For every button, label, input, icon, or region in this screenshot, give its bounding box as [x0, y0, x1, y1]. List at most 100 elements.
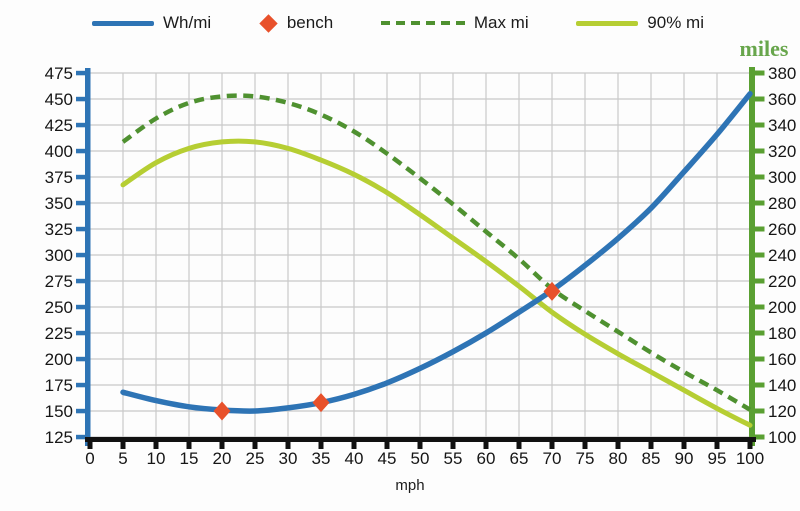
- x-axis-tick: [87, 442, 93, 449]
- left-axis-tick-label: 150: [45, 402, 73, 421]
- legend-label-90pct-mi: 90% mi: [647, 13, 704, 32]
- right-axis-tick: [755, 408, 765, 414]
- legend-label-max-mi: Max mi: [473, 13, 529, 32]
- x-axis-tick-label: 15: [180, 449, 199, 468]
- left-axis-tick: [76, 356, 86, 362]
- x-axis-tick: [483, 442, 489, 449]
- x-axis-tick-label: 55: [444, 449, 463, 468]
- x-axis-title: mph: [395, 477, 425, 494]
- legend-item-wh-mi: Wh/mi: [92, 13, 211, 33]
- x-axis-tick-label: 70: [543, 449, 562, 468]
- x-axis-tick: [417, 442, 423, 449]
- ninety-pct-line-swatch-icon: [576, 20, 639, 26]
- x-axis-tick-label: 90: [675, 449, 694, 468]
- x-axis-tick: [516, 442, 522, 449]
- right-axis-tick: [755, 382, 765, 388]
- x-axis-tick-label: 35: [312, 449, 331, 468]
- left-axis-tick: [76, 408, 86, 414]
- x-axis-tick: [186, 442, 192, 449]
- right-axis-tick-label: 180: [768, 324, 796, 343]
- right-axis-tick-label: 120: [768, 402, 796, 421]
- bench-point: [213, 401, 231, 421]
- right-axis-tick-label: 360: [768, 90, 796, 109]
- left-axis-tick-label: 300: [45, 246, 73, 265]
- left-axis-tick-label: 450: [45, 90, 73, 109]
- left-axis-tick: [76, 252, 86, 258]
- x-axis-tick: [648, 442, 654, 449]
- right-axis-tick-label: 200: [768, 298, 796, 317]
- x-axis-tick: [219, 442, 225, 449]
- right-axis-tick-label: 320: [768, 142, 796, 161]
- legend-item-max-mi: Max mi: [380, 13, 529, 33]
- x-axis-tick: [285, 442, 291, 449]
- right-axis-tick: [755, 330, 765, 336]
- x-axis-tick-label: 50: [411, 449, 430, 468]
- x-axis-line: [85, 437, 756, 442]
- x-axis-tick-label: 60: [477, 449, 496, 468]
- right-axis-tick: [755, 356, 765, 362]
- x-axis-tick: [120, 442, 126, 449]
- x-axis-tick: [252, 442, 258, 449]
- series-line-max-mi: [121, 93, 752, 412]
- right-axis-tick: [755, 252, 765, 258]
- left-axis-tick-label: 400: [45, 142, 73, 161]
- x-axis-tick-label: 80: [609, 449, 628, 468]
- x-axis-tick-label: 5: [118, 449, 127, 468]
- right-axis-line: [749, 67, 755, 446]
- right-axis-tick: [755, 434, 765, 440]
- right-axis-tick: [755, 70, 765, 76]
- max-mi-dashed-swatch-icon: [380, 21, 465, 25]
- left-axis-tick-label: 325: [45, 220, 73, 239]
- right-axis-tick: [755, 122, 765, 128]
- right-axis-tick: [755, 278, 765, 284]
- left-axis-tick-label: 275: [45, 272, 73, 291]
- series: [120, 91, 753, 428]
- x-axis-tick: [384, 442, 390, 449]
- left-axis-tick: [76, 200, 86, 206]
- right-axis-tick: [755, 226, 765, 232]
- left-axis-tick-label: 350: [45, 194, 73, 213]
- x-axis-tick-label: 40: [345, 449, 364, 468]
- right-axis-tick: [755, 200, 765, 206]
- left-axis-tick-label: 425: [45, 116, 73, 135]
- left-axis-tick-label: 200: [45, 350, 73, 369]
- tick-labels: 1251501752002252502753003253503754004254…: [45, 64, 797, 468]
- x-axis-tick: [615, 442, 621, 449]
- x-axis-tick-label: 100: [736, 449, 764, 468]
- x-axis-tick-label: 0: [85, 449, 94, 468]
- x-axis-tick-label: 75: [576, 449, 595, 468]
- right-axis-tick: [755, 96, 765, 102]
- x-axis-tick: [351, 442, 357, 449]
- right-axis-tick-label: 380: [768, 64, 796, 83]
- left-axis-tick-label: 175: [45, 376, 73, 395]
- legend-item-bench: bench: [259, 13, 333, 33]
- x-axis-tick-label: 10: [147, 449, 166, 468]
- x-axis-tick: [153, 442, 159, 449]
- left-axis-tick-label: 475: [45, 64, 73, 83]
- x-axis-tick-label: 85: [642, 449, 661, 468]
- x-axis-tick: [714, 442, 720, 449]
- x-axis-tick: [681, 442, 687, 449]
- legend: Wh/mi bench Max mi 90% mi: [92, 11, 704, 35]
- right-axis-tick-label: 280: [768, 194, 796, 213]
- left-axis-tick-label: 125: [45, 428, 73, 447]
- bench-point: [312, 393, 330, 413]
- left-axis-tick: [76, 122, 86, 128]
- x-axis-tick-label: 20: [213, 449, 232, 468]
- right-axis-tick-label: 260: [768, 220, 796, 239]
- right-axis-tick-label: 100: [768, 428, 796, 447]
- right-axis-tick-label: 240: [768, 246, 796, 265]
- right-axis-tick: [755, 174, 765, 180]
- legend-label-bench: bench: [286, 13, 334, 32]
- right-axis-tick-label: 220: [768, 272, 796, 291]
- right-axis-tick: [755, 148, 765, 154]
- x-axis-tick-label: 45: [378, 449, 397, 468]
- right-axis-tick-label: 140: [768, 376, 796, 395]
- right-axis-tick: [755, 304, 765, 310]
- left-axis-tick: [76, 434, 86, 440]
- x-axis-tick-label: 95: [708, 449, 727, 468]
- axes: [76, 67, 765, 449]
- x-axis-tick: [582, 442, 588, 449]
